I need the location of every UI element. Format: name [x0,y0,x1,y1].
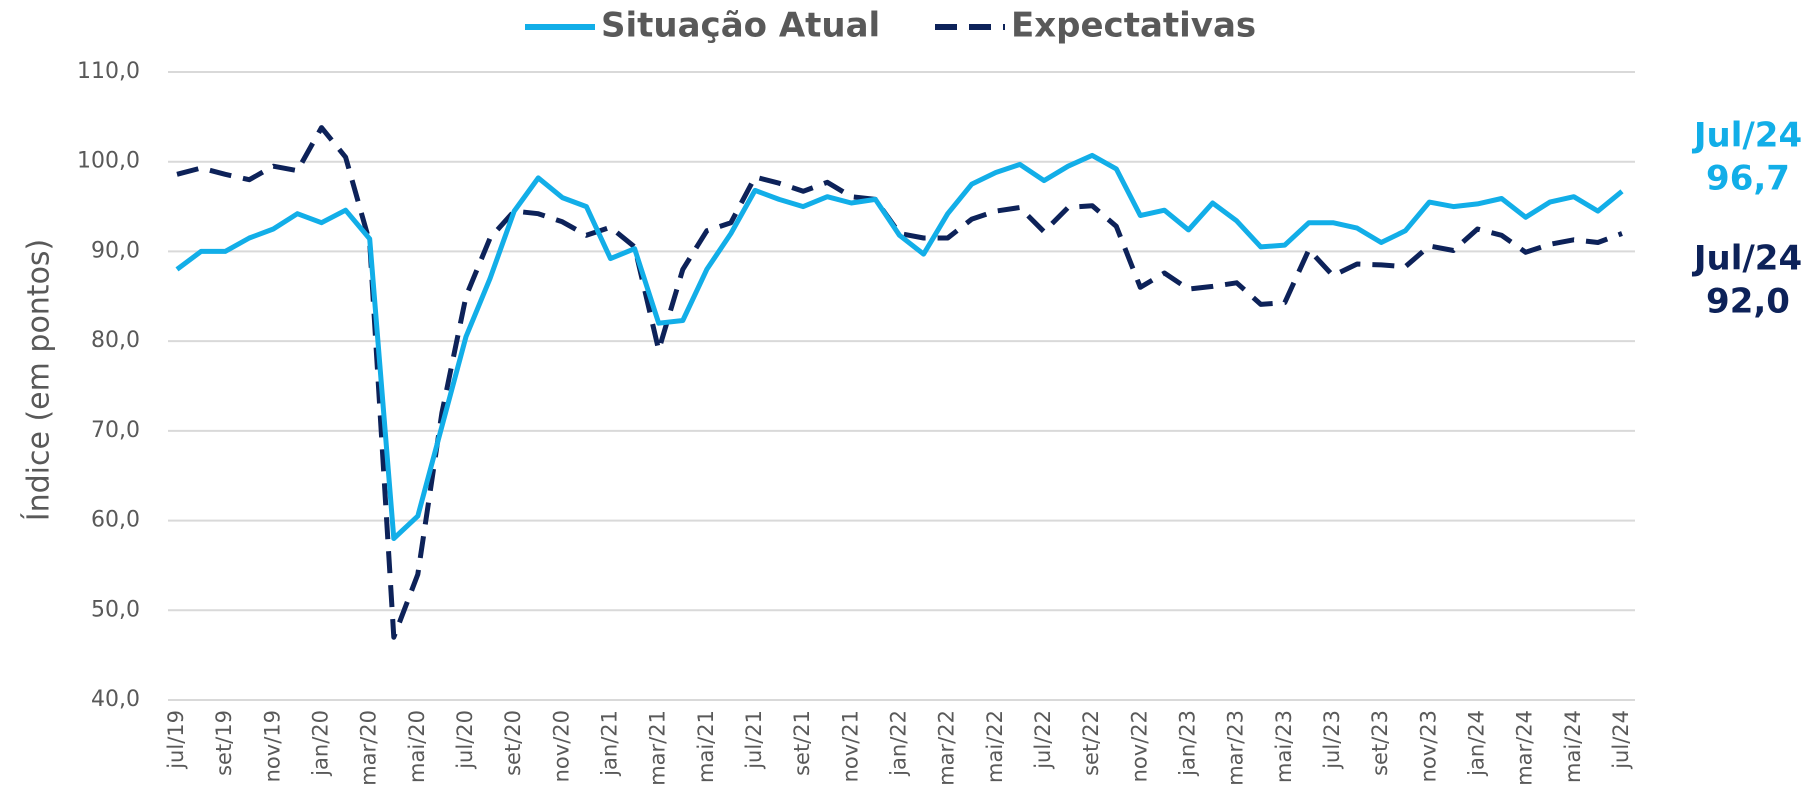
x-tick-label: set/20 [501,710,525,776]
x-tick-label: jan/22 [887,710,911,777]
x-tick-label: mai/23 [1272,710,1296,783]
y-tick-label: 60,0 [91,508,140,533]
y-tick-label: 100,0 [77,149,140,174]
x-tick-label: jan/23 [1176,710,1200,777]
annotation: 96,7 [1706,159,1790,199]
x-tick-label: jan/24 [1465,710,1489,777]
x-tick-label: mai/22 [983,710,1007,783]
x-tick-label: jul/23 [1320,710,1344,770]
legend-label: Expectativas [1011,6,1256,46]
x-tick-label: nov/23 [1416,710,1440,782]
series-line [176,125,1623,640]
x-tick-label: nov/20 [549,710,573,782]
annotation: Jul/24 [1692,239,1802,279]
x-tick-label: set/21 [790,710,814,776]
x-tick-label: mar/20 [357,710,381,786]
y-tick-label: 40,0 [91,687,140,712]
series-line [175,152,1624,541]
x-tick-label: jul/21 [742,710,766,770]
x-tick-label: mai/20 [405,710,429,783]
x-tick-label: jan/21 [598,710,622,777]
x-tick-label: nov/21 [838,710,862,782]
x-tick-label: mai/24 [1561,710,1585,783]
x-tick-label: jul/19 [164,710,188,770]
x-tick-label: jul/20 [453,710,477,770]
x-tick-label: set/22 [1079,710,1103,776]
y-tick-label: 110,0 [77,59,140,84]
x-tick-label: nov/19 [260,710,284,782]
x-tick-label: set/19 [212,710,236,776]
x-tick-label: mai/21 [694,710,718,783]
annotation: 92,0 [1706,282,1790,322]
y-tick-label: 50,0 [91,597,140,622]
x-tick-label: mar/22 [935,710,959,786]
x-tick-label: mar/24 [1513,710,1537,786]
y-axis-label: Índice (em pontos) [21,239,57,522]
y-tick-label: 70,0 [91,418,140,443]
x-tick-label: jul/24 [1609,710,1633,770]
x-tick-label: nov/22 [1127,710,1151,782]
x-tick-label: jul/22 [1031,710,1055,770]
x-tick-label: mar/21 [646,710,670,786]
x-tick-label: set/23 [1368,710,1392,776]
y-tick-label: 80,0 [91,328,140,353]
x-tick-label: mar/23 [1224,710,1248,786]
x-tick-label: jan/20 [309,710,333,777]
legend-label: Situação Atual [601,6,880,46]
annotation: Jul/24 [1692,116,1802,156]
y-tick-label: 90,0 [91,238,140,263]
